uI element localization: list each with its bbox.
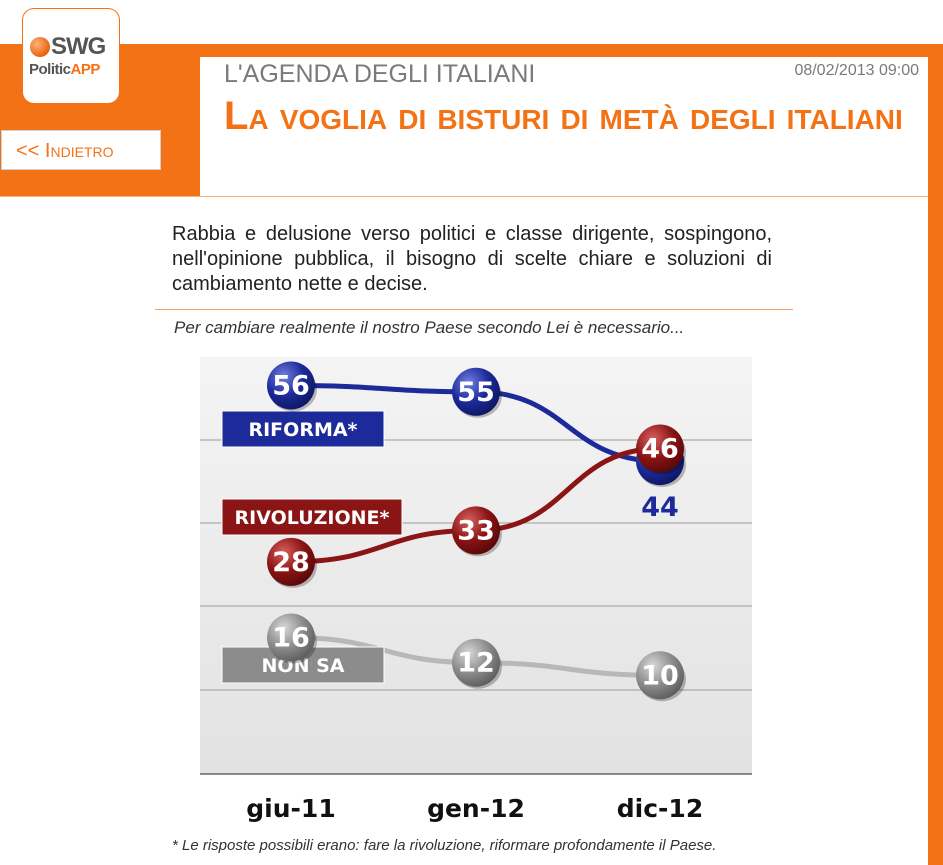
separator-line <box>155 309 793 310</box>
logo-app-word: APP <box>70 61 101 78</box>
data-label: 55 <box>457 377 495 408</box>
right-border <box>928 44 943 865</box>
data-point: 55 <box>452 367 502 418</box>
back-label: Indietro <box>44 140 114 162</box>
data-label: 46 <box>641 434 679 465</box>
data-point-marker <box>452 367 500 416</box>
x-tick-label: giu-11 <box>246 794 335 823</box>
section-subtitle: L'AGENDA DEGLI ITALIANI <box>224 60 536 88</box>
legend-item: RIVOLUZIONE* <box>221 498 403 536</box>
data-point: 46 <box>636 424 686 475</box>
legend-label: NON SA <box>262 655 345 677</box>
data-point: 16 <box>267 613 317 664</box>
data-point-marker <box>636 424 684 473</box>
legend-label: RIFORMA* <box>248 419 357 441</box>
data-point-marker <box>636 651 684 700</box>
data-point: 28 <box>267 537 317 588</box>
data-point-marker <box>267 537 315 586</box>
x-tick-label: dic-12 <box>617 794 703 823</box>
x-tick-label: gen-12 <box>427 794 525 823</box>
timestamp: 08/02/2013 09:00 <box>794 62 919 79</box>
logo-swg-text: SWG <box>51 33 106 60</box>
data-point-marker <box>267 613 315 662</box>
legend-item: RIFORMA* <box>221 410 385 448</box>
data-point: 12 <box>452 638 502 689</box>
intro-paragraph: Rabbia e delusione verso politici e clas… <box>172 223 772 295</box>
data-point: 33 <box>452 506 502 557</box>
data-label: 33 <box>457 515 495 546</box>
legend-swatch <box>221 410 385 448</box>
data-point-marker <box>452 638 500 687</box>
logo-politicapp-text: PoliticAPP <box>29 61 100 78</box>
legend-label: RIVOLUZIONE* <box>235 507 390 529</box>
header-title-area <box>200 57 928 196</box>
app-logo[interactable]: SWG PoliticAPP <box>22 8 120 104</box>
header-band <box>0 44 943 57</box>
chart-footnote: * Le risposte possibili erano: fare la r… <box>172 837 717 854</box>
back-arrows: << <box>16 140 45 162</box>
data-label: 28 <box>272 547 310 578</box>
data-label: 16 <box>272 623 310 654</box>
data-point: 56 <box>267 361 317 412</box>
data-label: 44 <box>641 492 679 523</box>
survey-question: Per cambiare realmente il nostro Paese s… <box>174 318 685 337</box>
data-point-marker <box>452 506 500 555</box>
data-label: 12 <box>457 648 495 679</box>
data-point: 10 <box>636 651 686 702</box>
data-point-marker <box>267 361 315 410</box>
data-label: 56 <box>272 371 310 402</box>
page-title: La voglia di bisturi di metà degli itali… <box>224 94 903 138</box>
back-button[interactable]: << Indietro <box>1 130 161 170</box>
header-divider <box>0 196 928 197</box>
data-label: 10 <box>641 660 679 691</box>
logo-politic-word: Politic <box>29 61 71 78</box>
basketball-icon <box>30 37 50 57</box>
legend-swatch <box>221 498 403 536</box>
